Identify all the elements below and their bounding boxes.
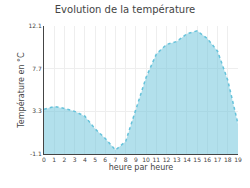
svg-text:11: 11 xyxy=(152,156,160,163)
svg-text:13: 13 xyxy=(173,156,181,163)
svg-text:18: 18 xyxy=(224,156,232,163)
svg-text:3.3: 3.3 xyxy=(32,107,42,114)
svg-text:16: 16 xyxy=(204,156,212,163)
svg-text:3: 3 xyxy=(73,156,77,163)
svg-text:8: 8 xyxy=(124,156,128,163)
svg-text:15: 15 xyxy=(193,156,201,163)
svg-text:12: 12 xyxy=(163,156,171,163)
svg-text:12.1: 12.1 xyxy=(28,22,42,29)
svg-text:1: 1 xyxy=(52,156,56,163)
svg-text:-1.1: -1.1 xyxy=(30,150,42,157)
svg-text:10: 10 xyxy=(142,156,150,163)
svg-text:0: 0 xyxy=(42,156,46,163)
svg-text:Evolution de la température: Evolution de la température xyxy=(55,4,195,15)
svg-text:17: 17 xyxy=(214,156,222,163)
svg-text:5: 5 xyxy=(93,156,97,163)
svg-text:7: 7 xyxy=(114,156,118,163)
svg-text:2: 2 xyxy=(63,156,67,163)
svg-text:19: 19 xyxy=(234,156,242,163)
svg-text:9: 9 xyxy=(134,156,138,163)
svg-text:heure par heure: heure par heure xyxy=(109,163,174,172)
svg-text:7.7: 7.7 xyxy=(32,65,42,72)
svg-text:4: 4 xyxy=(83,156,87,163)
svg-text:6: 6 xyxy=(103,156,107,163)
svg-text:Température en °C: Température en °C xyxy=(16,52,26,129)
svg-text:14: 14 xyxy=(183,156,191,163)
